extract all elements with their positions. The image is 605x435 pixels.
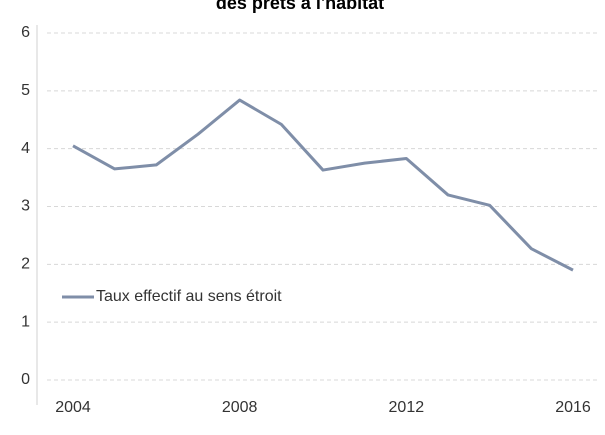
data-line [72,98,574,272]
y-tick-label: 6 [21,24,30,41]
chart-title: des prêts à l'habitat [216,0,384,13]
x-tick-label: 2008 [222,399,258,416]
x-tick-label: 2016 [555,399,591,416]
y-tick-label: 1 [21,313,30,330]
y-tick-label: 4 [21,140,30,157]
y-tick-label: 0 [21,371,30,388]
y-tick-label: 5 [21,82,30,99]
x-tick-label: 2004 [55,399,91,416]
y-tick-label: 2 [21,256,30,273]
legend-label: Taux effectif au sens étroit [96,288,282,305]
y-tick-label: 3 [21,198,30,215]
x-tick-label: 2012 [389,399,425,416]
